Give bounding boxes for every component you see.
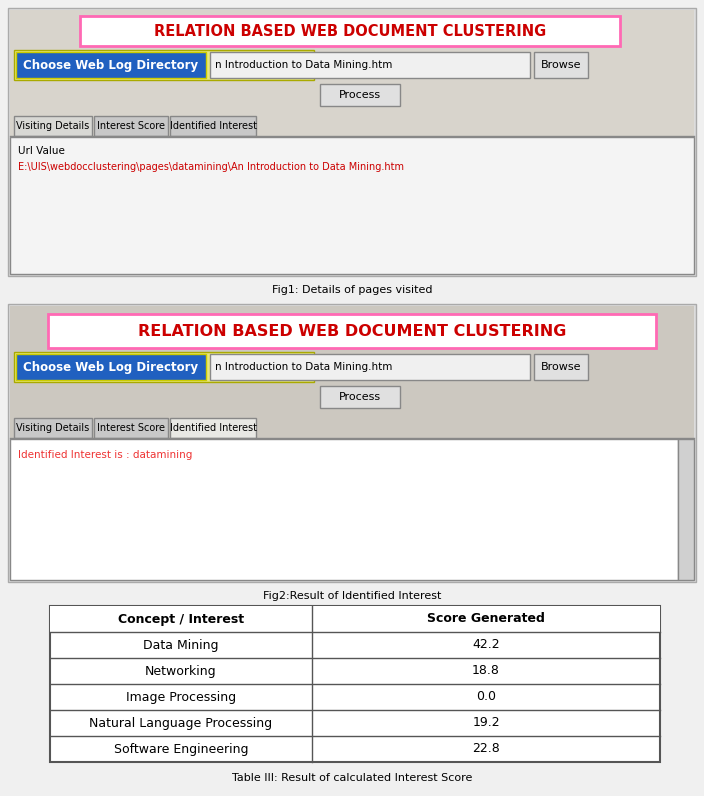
Text: Identified Interest is : datamining: Identified Interest is : datamining [18,450,192,460]
Text: Identified Interest: Identified Interest [170,121,256,131]
Bar [210,354,530,380]
Bar [170,418,256,438]
Text: Interest Score: Interest Score [97,423,165,433]
Text: Fig1: Details of pages visited: Fig1: Details of pages visited [272,285,432,295]
Text: Fig2:Result of Identified Interest: Fig2:Result of Identified Interest [263,591,441,601]
Text: n Introduction to Data Mining.htm: n Introduction to Data Mining.htm [215,60,392,70]
Bar [14,352,314,382]
Text: 18.8: 18.8 [472,665,500,677]
Text: Concept / Interest: Concept / Interest [118,612,244,626]
Bar [534,52,588,78]
Bar [14,116,92,136]
Text: Visiting Details: Visiting Details [16,423,89,433]
Text: Process: Process [339,392,381,402]
Bar [8,304,696,582]
Text: n Introduction to Data Mining.htm: n Introduction to Data Mining.htm [215,362,392,372]
Text: Table III: Result of calculated Interest Score: Table III: Result of calculated Interest… [232,773,472,783]
Bar [678,439,694,580]
Bar [10,137,694,274]
Bar [48,314,656,348]
Text: 19.2: 19.2 [472,716,500,729]
Text: Visiting Details: Visiting Details [16,121,89,131]
Text: Interest Score: Interest Score [97,121,165,131]
Text: Networking: Networking [145,665,217,677]
Bar [320,84,400,106]
Bar [534,354,588,380]
Text: Software Engineering: Software Engineering [114,743,249,755]
Text: Natural Language Processing: Natural Language Processing [89,716,272,729]
Bar [80,16,620,46]
Text: Image Processing: Image Processing [126,690,236,704]
Text: Url Value: Url Value [18,146,65,156]
Text: RELATION BASED WEB DOCUMENT CLUSTERING: RELATION BASED WEB DOCUMENT CLUSTERING [138,323,566,338]
Bar [170,116,256,136]
Text: Browse: Browse [541,362,582,372]
Text: Score Generated: Score Generated [427,612,545,626]
Text: Process: Process [339,90,381,100]
Text: 42.2: 42.2 [472,638,500,651]
Bar [50,606,660,632]
Bar [16,354,206,380]
Text: Choose Web Log Directory: Choose Web Log Directory [23,58,199,72]
Bar [210,52,530,78]
Bar [10,439,678,580]
Bar [10,10,694,274]
Bar [320,386,400,408]
Text: 22.8: 22.8 [472,743,500,755]
Bar [8,8,696,276]
Bar [10,306,694,580]
Bar [94,116,168,136]
Text: Choose Web Log Directory: Choose Web Log Directory [23,361,199,373]
Text: 0.0: 0.0 [476,690,496,704]
Bar [94,418,168,438]
Text: Identified Interest: Identified Interest [170,423,256,433]
Bar [16,52,206,78]
Text: E:\UIS\webdocclustering\pages\datamining\An Introduction to Data Mining.htm: E:\UIS\webdocclustering\pages\datamining… [18,162,404,172]
Bar [14,418,92,438]
Text: RELATION BASED WEB DOCUMENT CLUSTERING: RELATION BASED WEB DOCUMENT CLUSTERING [154,24,546,38]
Bar [14,50,314,80]
Bar [50,606,660,762]
Text: Data Mining: Data Mining [143,638,219,651]
Text: Browse: Browse [541,60,582,70]
